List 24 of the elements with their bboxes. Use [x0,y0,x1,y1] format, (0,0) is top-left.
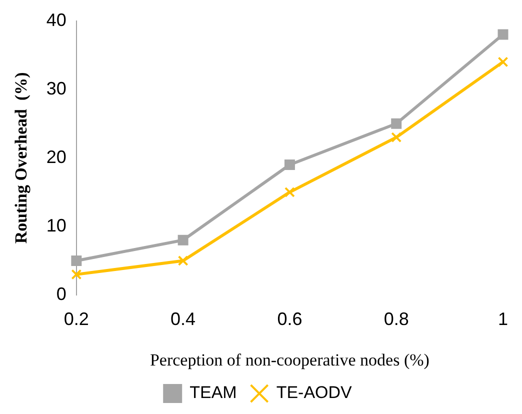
y-tick-label: 20 [46,146,66,167]
point [391,118,402,129]
y-tick-label: 30 [46,78,66,98]
x-tick-label: 0.4 [170,308,196,329]
legend-label: TE-AODV [276,383,353,402]
point [284,186,295,198]
legend-label: TEAM [190,383,237,402]
point [71,255,82,266]
y-tick-label: 10 [46,215,66,236]
point [71,269,82,280]
x-axis-title: Perception of non-cooperative nodes (%) [150,350,430,370]
y-axis-title: Routing Overhead (%) [12,72,31,244]
y-tick-label: 0 [56,284,66,304]
point [284,160,295,170]
point [178,255,188,266]
x-tick-label: 0.6 [277,308,302,329]
x-tick-label: 1 [498,308,508,329]
y-tick-label: 40 [46,10,66,30]
x-tick-label: 0.8 [384,308,409,329]
x-tick-label: 0.2 [64,308,89,329]
point [498,56,508,68]
point [391,132,402,143]
point [498,29,508,40]
point [178,234,188,246]
